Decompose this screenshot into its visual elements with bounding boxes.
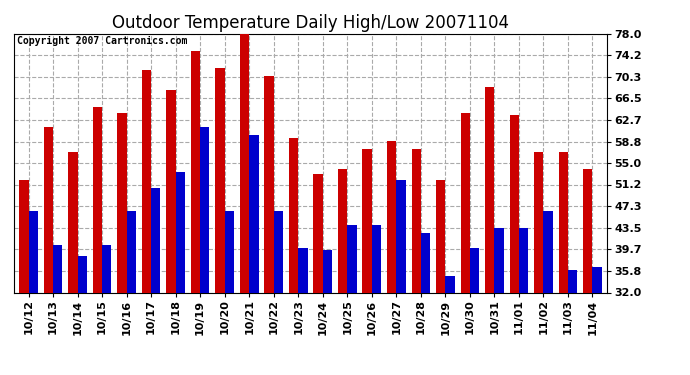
Bar xyxy=(323,251,332,292)
Bar xyxy=(534,152,544,292)
Bar xyxy=(411,149,421,292)
Bar xyxy=(240,34,249,292)
Bar xyxy=(274,211,283,292)
Bar xyxy=(362,149,372,292)
Title: Outdoor Temperature Daily High/Low 20071104: Outdoor Temperature Daily High/Low 20071… xyxy=(112,14,509,32)
Bar xyxy=(347,225,357,292)
Bar xyxy=(151,188,161,292)
Bar xyxy=(485,87,495,292)
Bar xyxy=(387,141,396,292)
Bar xyxy=(436,180,445,292)
Bar xyxy=(510,116,519,292)
Bar xyxy=(372,225,381,292)
Bar xyxy=(28,211,38,292)
Bar xyxy=(117,112,126,292)
Bar xyxy=(142,70,151,292)
Bar xyxy=(92,107,102,292)
Bar xyxy=(445,276,455,292)
Text: Copyright 2007 Cartronics.com: Copyright 2007 Cartronics.com xyxy=(17,36,187,46)
Bar xyxy=(313,174,323,292)
Bar xyxy=(126,211,136,292)
Bar xyxy=(176,172,185,292)
Bar xyxy=(495,228,504,292)
Bar xyxy=(264,76,274,292)
Bar xyxy=(289,138,298,292)
Bar xyxy=(68,152,77,292)
Bar xyxy=(225,211,234,292)
Bar xyxy=(249,135,259,292)
Bar xyxy=(77,256,87,292)
Bar xyxy=(200,127,210,292)
Bar xyxy=(593,267,602,292)
Bar xyxy=(568,270,578,292)
Bar xyxy=(43,127,53,292)
Bar xyxy=(53,245,62,292)
Bar xyxy=(19,180,28,292)
Bar xyxy=(421,233,430,292)
Bar xyxy=(559,152,568,292)
Bar xyxy=(166,90,176,292)
Bar xyxy=(215,68,225,292)
Bar xyxy=(298,248,308,292)
Bar xyxy=(102,245,111,292)
Bar xyxy=(396,180,406,292)
Bar xyxy=(191,51,200,292)
Bar xyxy=(544,211,553,292)
Bar xyxy=(338,169,347,292)
Bar xyxy=(460,112,470,292)
Bar xyxy=(470,248,479,292)
Bar xyxy=(583,169,593,292)
Bar xyxy=(519,228,529,292)
